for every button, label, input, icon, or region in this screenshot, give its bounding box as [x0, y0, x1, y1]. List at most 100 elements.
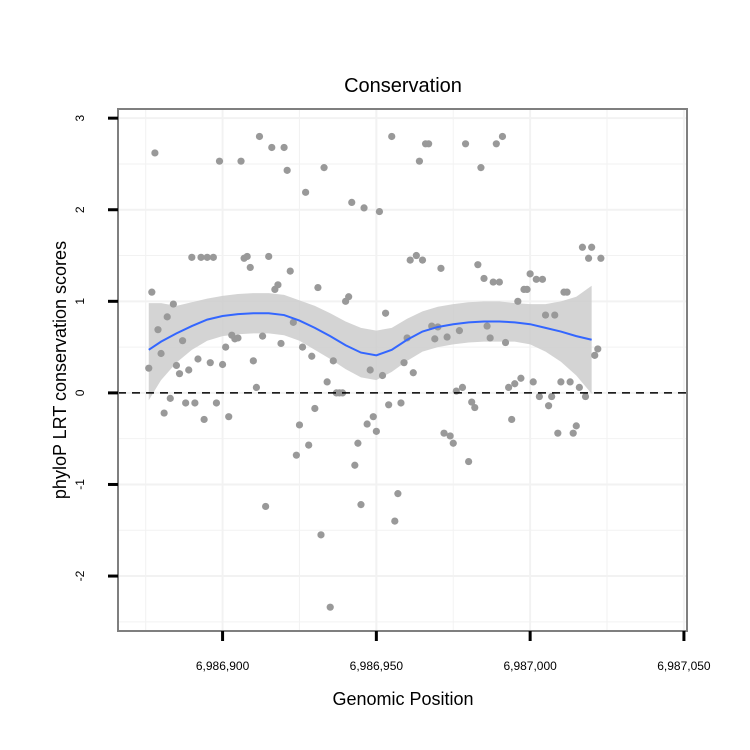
data-point	[354, 439, 362, 447]
smooth-fit-line	[148, 312, 592, 357]
y-tick-label: 1	[73, 298, 87, 305]
data-point	[544, 402, 553, 410]
data-point	[252, 383, 261, 391]
data-point	[222, 343, 230, 351]
data-point	[351, 461, 359, 469]
data-point	[458, 383, 467, 391]
y-tick-label: -1	[73, 479, 87, 490]
data-point	[246, 263, 254, 272]
data-point	[381, 309, 390, 317]
data-point	[489, 278, 497, 286]
y-tick-label: 3	[73, 115, 87, 122]
data-point	[523, 285, 531, 294]
panel-border	[117, 108, 688, 632]
data-point	[166, 394, 174, 402]
data-point	[566, 378, 574, 386]
data-point	[194, 355, 202, 363]
data-point	[160, 409, 168, 417]
data-point	[418, 256, 427, 264]
y-axis-title: phyloP LRT conservation scores	[50, 241, 70, 499]
data-point	[514, 297, 522, 305]
y-tick-label: 0	[73, 389, 87, 396]
data-point	[363, 420, 371, 428]
data-point	[268, 143, 276, 152]
data-point	[218, 360, 227, 369]
data-point	[145, 364, 153, 372]
data-point	[225, 413, 233, 421]
data-point	[572, 422, 580, 430]
data-point	[397, 399, 405, 407]
data-point	[584, 254, 593, 262]
data-point	[486, 334, 494, 342]
data-point	[163, 313, 171, 321]
data-point	[265, 252, 273, 261]
data-point	[597, 254, 605, 262]
data-point	[302, 188, 310, 196]
data-point	[317, 531, 325, 539]
confidence-band	[148, 285, 592, 401]
data-points	[145, 132, 605, 611]
x-tick-label: 6,987,050	[657, 659, 711, 673]
data-point	[215, 157, 224, 165]
data-point	[483, 322, 491, 330]
data-point	[569, 429, 577, 437]
data-point	[388, 132, 396, 141]
data-point	[538, 275, 547, 283]
data-point	[529, 378, 537, 386]
x-tick-label: 6,986,900	[196, 659, 250, 673]
x-tick-label: 6,987,000	[503, 659, 557, 673]
data-point	[455, 327, 463, 335]
data-point	[406, 256, 414, 264]
data-point	[308, 352, 316, 360]
data-point	[329, 357, 337, 365]
data-point	[594, 345, 602, 353]
data-point	[255, 132, 264, 141]
y-tick-label: -2	[73, 570, 87, 581]
data-point	[345, 293, 353, 301]
data-point	[178, 337, 187, 345]
data-point	[440, 429, 448, 437]
data-point	[578, 243, 587, 251]
y-axis-ticks: -2 -1 0 1 2 3	[73, 115, 118, 581]
chart-title: Conservation	[344, 75, 462, 97]
data-point	[505, 383, 513, 391]
data-point	[295, 421, 304, 429]
data-point	[369, 413, 377, 421]
data-point	[465, 457, 473, 466]
data-point	[323, 378, 331, 386]
data-point	[535, 392, 543, 401]
data-point	[366, 366, 374, 374]
data-point	[541, 311, 550, 319]
data-point	[298, 343, 307, 351]
data-point	[412, 251, 420, 260]
data-point	[575, 383, 583, 391]
data-point	[372, 427, 380, 435]
data-point	[532, 275, 540, 283]
smooth-line-layer	[148, 312, 592, 357]
data-point	[320, 164, 328, 172]
data-point	[258, 332, 267, 340]
data-point	[175, 370, 184, 378]
data-point	[262, 502, 270, 511]
data-point	[172, 361, 181, 370]
x-axis-ticks: 6,986,900 6,986,950 6,987,000 6,987,050	[196, 631, 711, 673]
data-point	[394, 490, 402, 498]
data-point	[209, 253, 217, 261]
data-point	[203, 253, 211, 261]
data-point	[280, 143, 288, 152]
data-point	[588, 243, 596, 251]
data-point	[391, 517, 399, 525]
data-point	[283, 166, 291, 174]
data-point	[249, 357, 257, 365]
data-point	[446, 432, 454, 440]
data-point	[554, 429, 562, 437]
data-point	[480, 274, 488, 283]
data-point	[492, 140, 500, 148]
data-point	[474, 261, 482, 269]
data-point	[375, 207, 384, 216]
data-point	[182, 399, 190, 407]
data-point	[243, 252, 251, 261]
data-point	[591, 351, 599, 359]
data-point	[378, 371, 387, 380]
